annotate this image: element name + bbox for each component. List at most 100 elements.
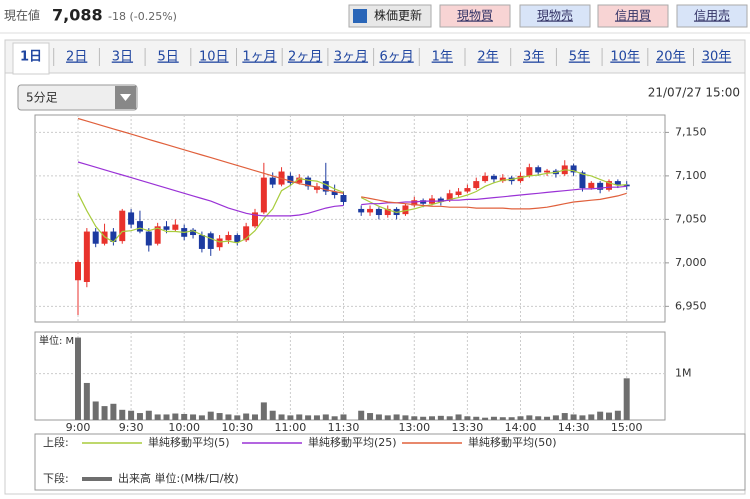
tab[interactable]: 1日	[20, 50, 42, 65]
y-tick-label: 7,050	[675, 212, 707, 225]
volume-bar	[313, 415, 320, 420]
volume-bar	[128, 410, 135, 420]
candle-body	[128, 212, 135, 225]
x-tick-label: 13:30	[452, 421, 484, 434]
header-button[interactable]	[348, 4, 432, 28]
volume-bar	[544, 416, 551, 420]
volume-bar	[535, 416, 542, 420]
volume-bar	[243, 413, 250, 420]
header-button[interactable]	[676, 4, 748, 28]
volume-bar	[260, 402, 267, 420]
header-button-label[interactable]: 現物売	[537, 8, 573, 23]
tab[interactable]: 5日	[157, 50, 178, 65]
volume-bar	[331, 416, 338, 420]
interval-select[interactable]	[17, 84, 138, 111]
header-button-label[interactable]: 株価更新	[374, 8, 422, 23]
candle-body	[490, 175, 497, 180]
price-label: 現在値	[4, 8, 40, 23]
candle-body	[402, 205, 409, 215]
tab[interactable]: 2ヶ月	[288, 50, 322, 65]
header-button[interactable]	[519, 4, 591, 28]
candle-body	[606, 181, 612, 190]
volume-bar	[172, 413, 179, 420]
header-button-label[interactable]: 現物買	[457, 9, 493, 23]
candle-body	[473, 181, 480, 189]
candle-body	[83, 231, 90, 282]
volume-bar	[278, 414, 285, 420]
volume-bar	[561, 413, 568, 420]
candle-body	[207, 233, 214, 249]
volume-bar	[340, 414, 347, 420]
x-tick-label: 14:00	[505, 421, 537, 434]
tab[interactable]: 6ヶ月	[379, 50, 413, 65]
x-tick-label: 9:00	[66, 421, 91, 434]
interval-label: 5分足	[26, 91, 58, 105]
tab[interactable]: 20年	[656, 50, 686, 65]
volume-bar	[358, 410, 365, 420]
header-button[interactable]	[597, 4, 669, 28]
volume-bar	[181, 413, 188, 420]
tab[interactable]: 3ヶ月	[334, 50, 368, 65]
tab[interactable]: 1ヶ月	[242, 50, 276, 65]
candle-body	[252, 212, 258, 227]
candle-body	[455, 191, 462, 196]
tab[interactable]: 2年	[477, 50, 498, 65]
volume-bar	[119, 409, 126, 420]
candle-body	[358, 208, 365, 213]
volume-bar	[216, 413, 223, 420]
candle-body	[145, 231, 152, 246]
volume-bar	[367, 413, 374, 420]
volume-unit: 単位: M	[39, 334, 74, 347]
volume-bar	[163, 414, 170, 420]
volume-bar	[606, 412, 612, 420]
legend-entry: 出来高 単位:(M株/口/枚)	[118, 471, 239, 485]
tab[interactable]: 5年	[569, 50, 590, 65]
candle-body	[119, 210, 126, 242]
volume-bar	[101, 406, 108, 420]
candle-body	[313, 186, 320, 190]
candle-body	[163, 226, 170, 230]
x-tick-label: 14:30	[558, 421, 590, 434]
tab[interactable]: 2日	[66, 50, 87, 65]
candle-body	[331, 191, 338, 196]
tab[interactable]: 10日	[199, 50, 229, 65]
tab[interactable]: 3年	[523, 50, 544, 65]
candle-body	[216, 238, 223, 248]
tab[interactable]: 3日	[112, 50, 133, 65]
volume-bar	[296, 414, 303, 420]
x-tick-label: 11:00	[275, 421, 307, 434]
candle-body	[92, 231, 99, 244]
tab[interactable]: 1年	[432, 50, 453, 65]
candle-body	[172, 224, 179, 230]
volume-bar	[490, 416, 497, 420]
candle-body	[101, 231, 108, 244]
legend-entry: 単純移動平均(50)	[468, 435, 557, 449]
candle-body	[384, 208, 391, 216]
candle-body	[296, 177, 303, 183]
tab[interactable]: 30年	[702, 50, 732, 65]
candle-body	[588, 182, 595, 189]
x-tick-label: 11:30	[328, 421, 360, 434]
header-button-label[interactable]: 信用売	[694, 8, 730, 23]
candle-body	[260, 177, 267, 213]
candle-body	[375, 208, 382, 216]
ma-line	[77, 169, 627, 244]
volume-bar	[305, 415, 312, 420]
volume-bar	[225, 414, 232, 420]
candle-body	[579, 172, 586, 189]
volume-bar	[234, 415, 241, 420]
candle-body	[437, 198, 444, 202]
candle-body	[75, 261, 81, 281]
x-tick-label: 15:00	[611, 421, 643, 434]
header-button[interactable]	[439, 4, 511, 28]
volume-bar	[384, 415, 391, 420]
volume-bar	[83, 382, 90, 420]
header-button-label[interactable]: 信用買	[615, 9, 651, 23]
volume-bar	[190, 414, 197, 420]
candle-body	[499, 177, 506, 182]
tab[interactable]: 10年	[610, 50, 640, 65]
candle-body	[482, 175, 489, 182]
candle-body	[464, 188, 471, 192]
volume-bar	[411, 416, 418, 420]
